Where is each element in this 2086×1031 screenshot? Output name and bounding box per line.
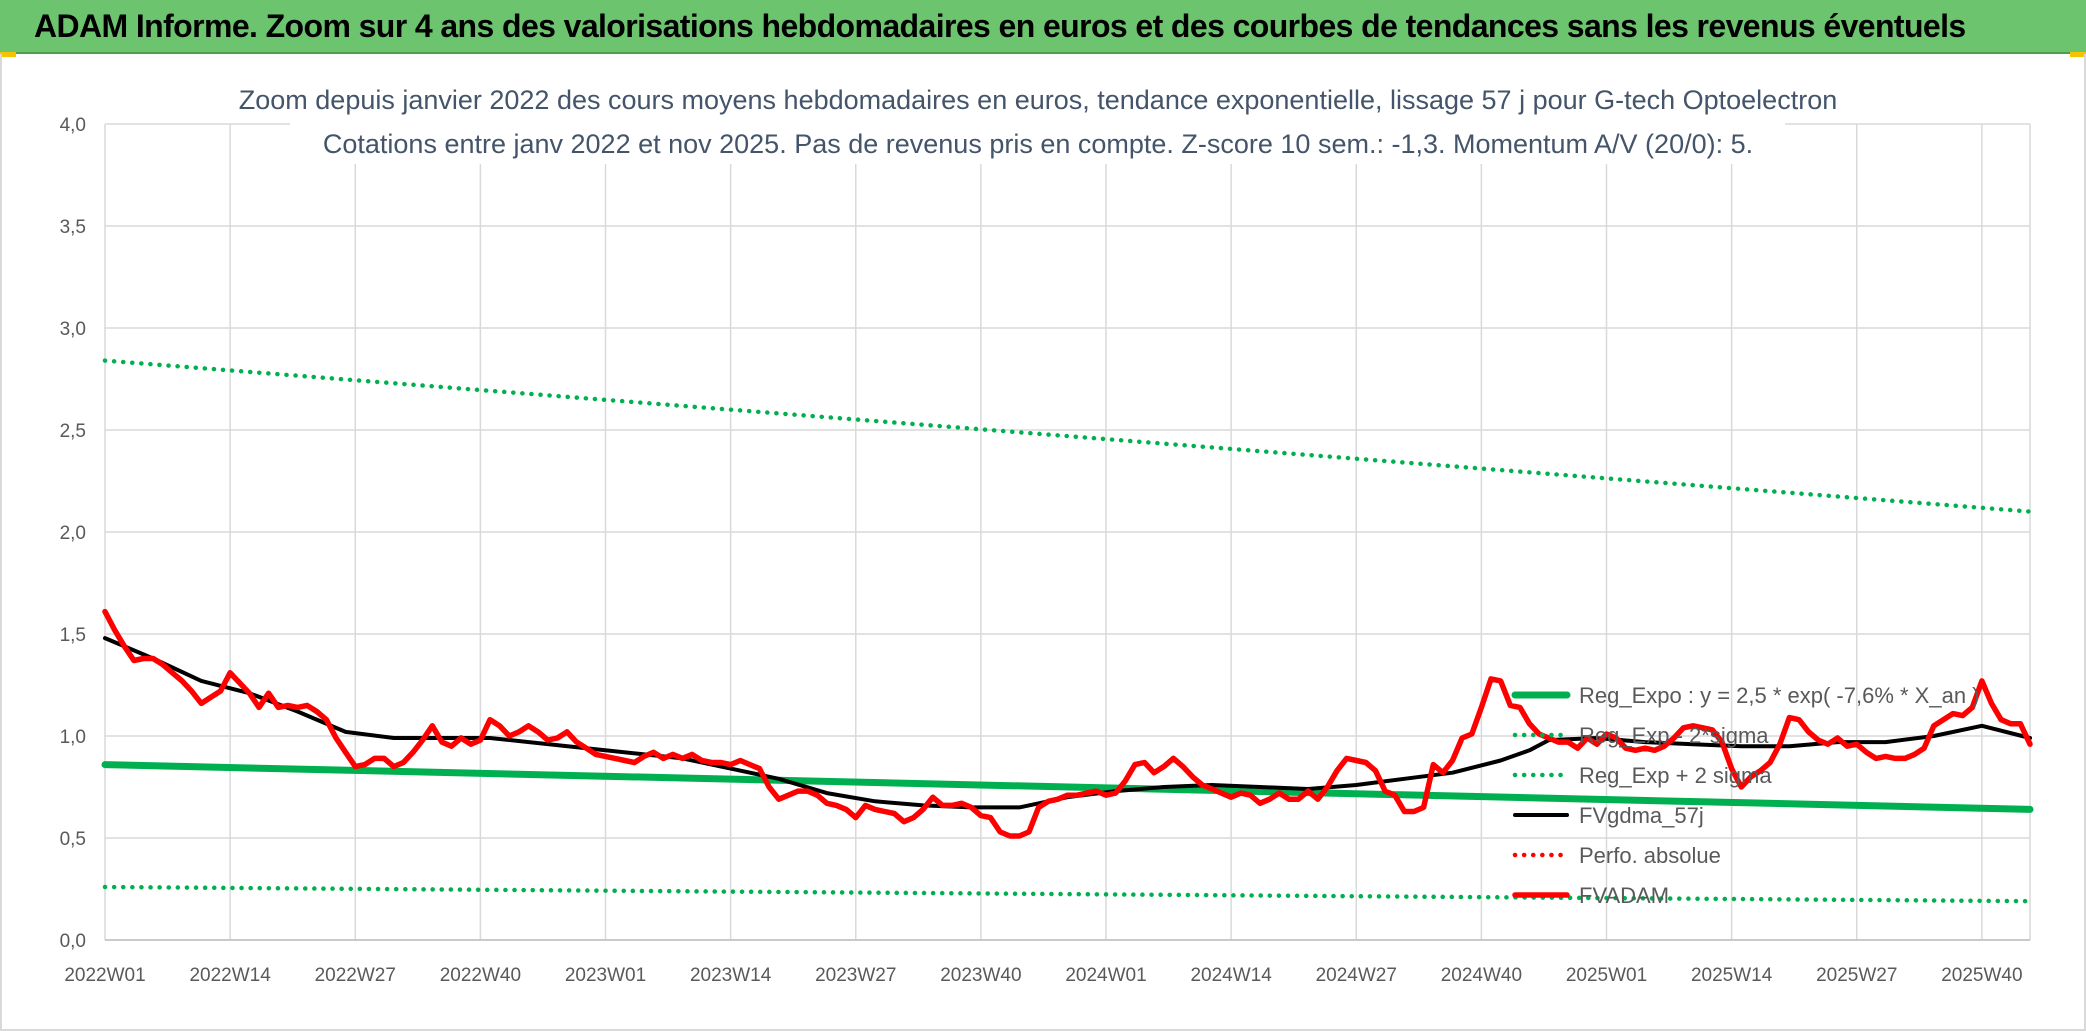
y-axis: 0,0 0,5 1,0 1,5 2,0 2,5 3,0 3,5 4,0 <box>60 115 86 952</box>
banner-corner-right <box>2070 52 2086 57</box>
x-tick-label: 2023W14 <box>690 965 772 986</box>
y-tick-label: 3,0 <box>60 319 86 340</box>
legend: Reg_Expo : y = 2,5 * exp( -7,6% * X_an )… <box>1511 683 1980 908</box>
x-tick-label: 2024W40 <box>1441 965 1522 986</box>
gridlines <box>104 123 2031 941</box>
x-tick-label: 2022W14 <box>189 965 271 986</box>
x-tick-label: 2022W01 <box>64 965 145 986</box>
legend-label: Perfo. absolue <box>1579 843 1721 868</box>
report-banner: ADAM Informe. Zoom sur 4 ans des valoris… <box>0 0 2086 54</box>
x-tick-label: 2022W40 <box>440 965 521 986</box>
x-tick-label: 2023W27 <box>815 965 896 986</box>
x-tick-label: 2024W01 <box>1065 965 1146 986</box>
plot-series <box>101 358 2034 904</box>
series-line-2 <box>102 358 2033 514</box>
x-tick-label: 2025W01 <box>1566 965 1647 986</box>
y-tick-label: 1,0 <box>60 727 86 748</box>
legend-label: Reg_Expo : y = 2,5 * exp( -7,6% * X_an ) <box>1579 683 1980 708</box>
x-axis: 2022W01 2022W14 2022W27 2022W40 2023W01 2023W… <box>64 965 2022 986</box>
x-tick-label: 2023W01 <box>565 965 646 986</box>
chart-subtitle: Cotations entre janv 2022 et nov 2025. P… <box>323 129 1753 159</box>
x-tick-label: 2025W40 <box>1941 965 2022 986</box>
title-background <box>290 74 1785 164</box>
x-tick-label: 2022W27 <box>315 965 396 986</box>
x-tick-label: 2025W27 <box>1816 965 1897 986</box>
x-tick-label: 2024W14 <box>1190 965 1272 986</box>
y-tick-label: 0,5 <box>60 829 86 850</box>
legend-label: Reg_Exp + 2 sigma <box>1579 763 1772 788</box>
y-tick-label: 1,5 <box>60 625 86 646</box>
y-tick-label: 2,0 <box>60 523 86 544</box>
y-tick-label: 0,0 <box>60 931 86 952</box>
y-tick-label: 3,5 <box>60 217 86 238</box>
y-tick-label: 4,0 <box>60 115 86 136</box>
series-line-5 <box>102 608 2033 839</box>
chart-title: Zoom depuis janvier 2022 des cours moyen… <box>239 85 1837 115</box>
x-tick-label: 2025W14 <box>1691 965 1773 986</box>
banner-corner-left <box>0 52 16 57</box>
y-tick-label: 2,5 <box>60 421 86 442</box>
legend-label: FVgdma_57j <box>1579 803 1704 828</box>
series-line-1 <box>102 884 2033 904</box>
x-tick-label: 2023W40 <box>940 965 1021 986</box>
chart-frame <box>0 54 2086 1031</box>
report-title: ADAM Informe. Zoom sur 4 ans des valoris… <box>34 8 1966 44</box>
x-tick-label: 2024W27 <box>1316 965 1397 986</box>
legend-label: FVADAM <box>1579 883 1669 908</box>
legend-label: Reg_Exp - 2*sigma <box>1579 723 1769 748</box>
series-line-0 <box>101 761 2034 813</box>
